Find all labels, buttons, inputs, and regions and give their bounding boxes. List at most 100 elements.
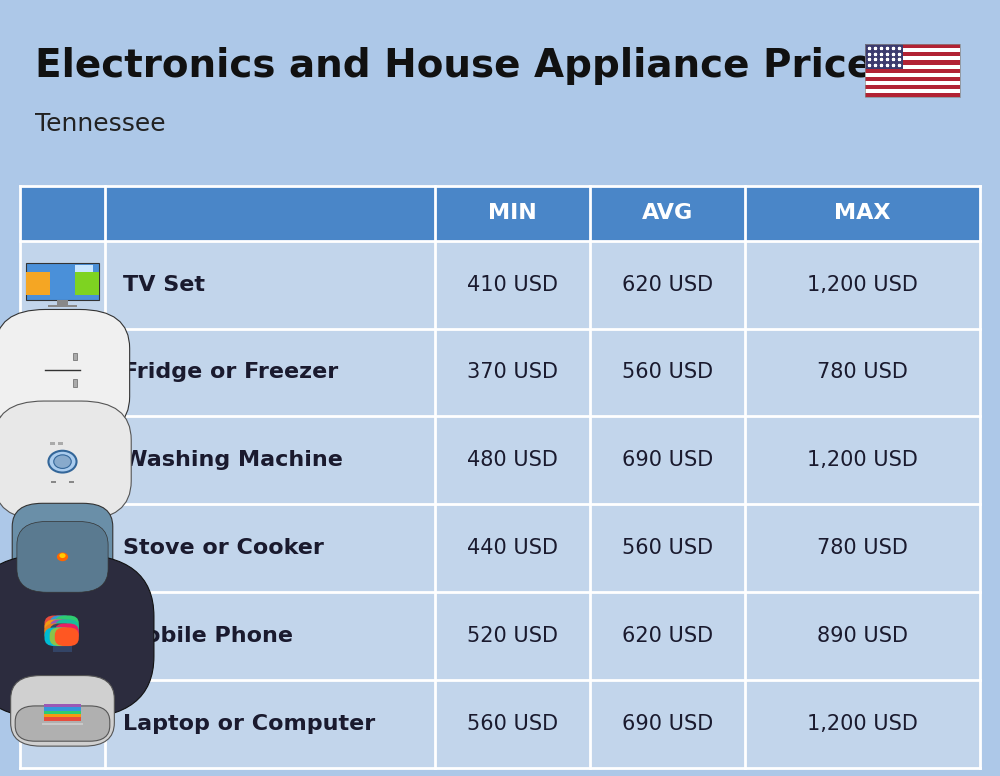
Circle shape bbox=[70, 532, 77, 538]
FancyBboxPatch shape bbox=[50, 615, 74, 634]
Text: 560 USD: 560 USD bbox=[622, 362, 713, 383]
Text: 690 USD: 690 USD bbox=[622, 714, 713, 734]
Text: 480 USD: 480 USD bbox=[467, 450, 558, 470]
Bar bbox=[590, 241, 745, 328]
Bar bbox=[105, 504, 435, 592]
Text: 560 USD: 560 USD bbox=[467, 714, 558, 734]
Bar bbox=[75, 265, 93, 272]
Bar bbox=[435, 328, 590, 417]
Bar bbox=[105, 241, 435, 328]
Bar bbox=[20, 592, 105, 681]
FancyBboxPatch shape bbox=[12, 504, 113, 594]
Bar bbox=[865, 73, 960, 77]
Bar bbox=[865, 44, 960, 97]
Bar bbox=[865, 64, 960, 68]
Text: AVG: AVG bbox=[642, 203, 693, 223]
Bar bbox=[44, 714, 81, 718]
Bar bbox=[745, 417, 980, 504]
Text: 690 USD: 690 USD bbox=[622, 450, 713, 470]
Text: 1,200 USD: 1,200 USD bbox=[807, 714, 918, 734]
Text: MAX: MAX bbox=[834, 203, 891, 223]
Bar bbox=[435, 681, 590, 768]
Bar bbox=[745, 681, 980, 768]
Bar bbox=[57, 300, 68, 307]
FancyBboxPatch shape bbox=[50, 623, 74, 642]
FancyBboxPatch shape bbox=[15, 706, 110, 741]
Bar bbox=[865, 44, 903, 68]
Bar bbox=[44, 718, 81, 721]
Bar bbox=[745, 186, 980, 241]
Bar bbox=[435, 186, 590, 241]
Bar bbox=[69, 481, 74, 483]
Text: Laptop or Computer: Laptop or Computer bbox=[123, 714, 375, 734]
Bar bbox=[745, 504, 980, 592]
Bar bbox=[105, 681, 435, 768]
Bar bbox=[435, 417, 590, 504]
Bar bbox=[53, 620, 72, 653]
Bar bbox=[865, 89, 960, 93]
Bar bbox=[26, 272, 50, 295]
Bar bbox=[865, 81, 960, 85]
Text: 520 USD: 520 USD bbox=[467, 626, 558, 646]
Bar bbox=[590, 681, 745, 768]
Text: Tennessee: Tennessee bbox=[35, 113, 166, 136]
FancyBboxPatch shape bbox=[50, 628, 74, 646]
Text: Fridge or Freezer: Fridge or Freezer bbox=[123, 362, 338, 383]
Bar bbox=[865, 85, 960, 89]
Bar bbox=[105, 328, 435, 417]
Text: TV Set: TV Set bbox=[123, 275, 205, 295]
Text: Electronics and House Appliance Prices: Electronics and House Appliance Prices bbox=[35, 47, 896, 85]
FancyBboxPatch shape bbox=[55, 615, 79, 634]
Bar bbox=[745, 328, 980, 417]
FancyBboxPatch shape bbox=[44, 619, 68, 638]
Circle shape bbox=[48, 451, 77, 473]
Bar bbox=[745, 592, 980, 681]
Bar bbox=[865, 57, 960, 61]
Circle shape bbox=[70, 539, 77, 546]
Bar bbox=[20, 681, 105, 768]
Bar bbox=[58, 442, 62, 445]
Circle shape bbox=[57, 553, 68, 561]
FancyBboxPatch shape bbox=[44, 623, 68, 642]
Text: 440 USD: 440 USD bbox=[467, 539, 558, 559]
Bar bbox=[865, 44, 960, 48]
Circle shape bbox=[48, 532, 55, 538]
Bar bbox=[48, 305, 77, 307]
Bar bbox=[590, 504, 745, 592]
Text: 1,200 USD: 1,200 USD bbox=[807, 275, 918, 295]
Bar bbox=[42, 722, 83, 726]
Text: MIN: MIN bbox=[488, 203, 537, 223]
Circle shape bbox=[48, 539, 55, 546]
Bar bbox=[105, 186, 435, 241]
Text: 1,200 USD: 1,200 USD bbox=[807, 450, 918, 470]
Text: 780 USD: 780 USD bbox=[817, 539, 908, 559]
Bar bbox=[20, 241, 105, 328]
Bar bbox=[865, 77, 960, 81]
FancyBboxPatch shape bbox=[0, 310, 130, 435]
FancyBboxPatch shape bbox=[44, 628, 68, 646]
FancyBboxPatch shape bbox=[0, 401, 131, 520]
FancyBboxPatch shape bbox=[55, 628, 79, 646]
FancyBboxPatch shape bbox=[50, 619, 74, 638]
Text: 620 USD: 620 USD bbox=[622, 275, 713, 295]
Bar bbox=[20, 186, 105, 241]
Text: Washing Machine: Washing Machine bbox=[123, 450, 343, 470]
Bar bbox=[51, 481, 56, 483]
Bar bbox=[865, 68, 960, 73]
Bar bbox=[105, 417, 435, 504]
Bar bbox=[745, 241, 980, 328]
Text: Mobile Phone: Mobile Phone bbox=[123, 626, 293, 646]
Bar bbox=[865, 48, 960, 52]
Bar bbox=[26, 263, 99, 300]
FancyBboxPatch shape bbox=[17, 521, 108, 592]
FancyBboxPatch shape bbox=[55, 623, 79, 642]
Bar bbox=[44, 707, 81, 711]
Text: 370 USD: 370 USD bbox=[467, 362, 558, 383]
Bar bbox=[20, 504, 105, 592]
Bar bbox=[435, 592, 590, 681]
Text: 410 USD: 410 USD bbox=[467, 275, 558, 295]
Bar bbox=[50, 442, 55, 445]
Bar bbox=[73, 353, 77, 360]
Bar bbox=[590, 592, 745, 681]
Text: Stove or Cooker: Stove or Cooker bbox=[123, 539, 324, 559]
